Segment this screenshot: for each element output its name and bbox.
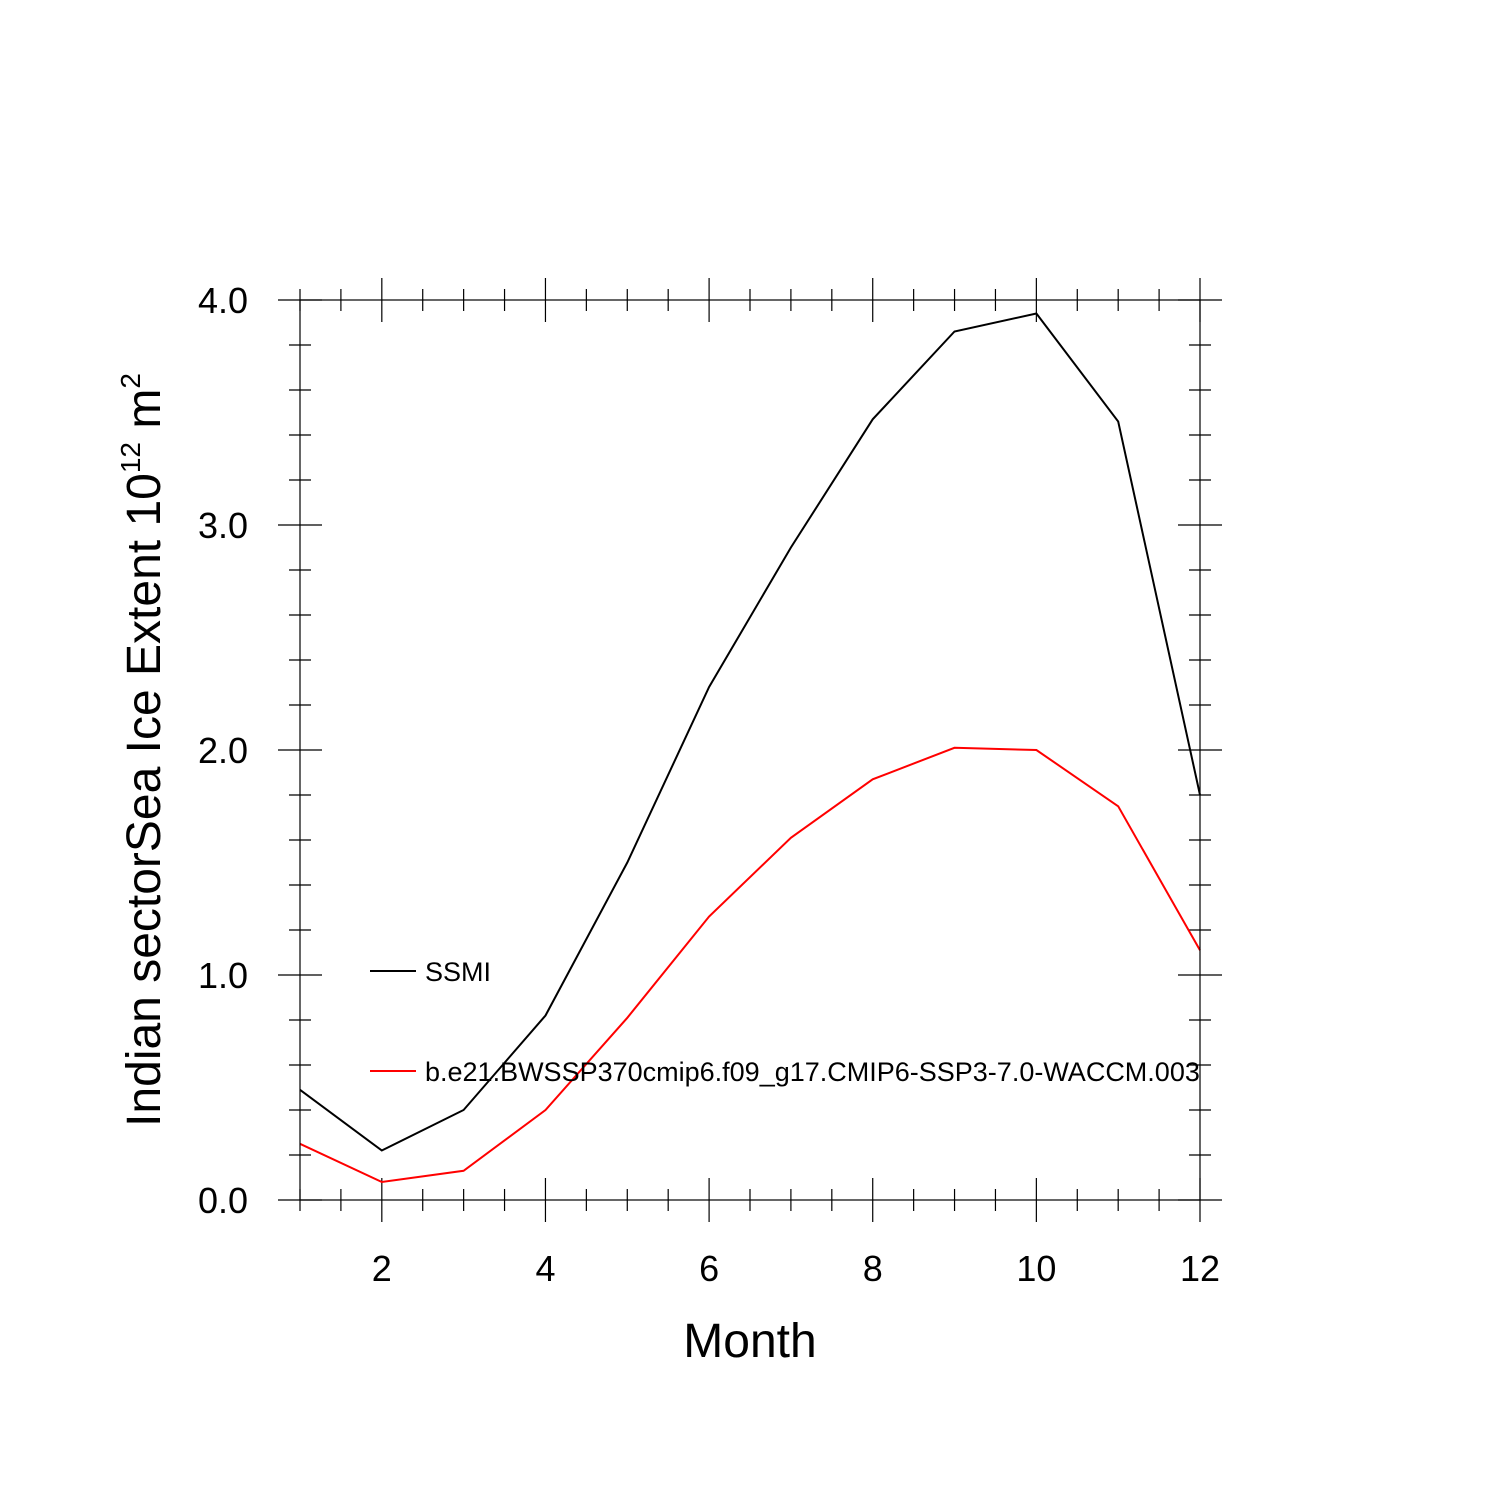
y-tick-label: 0.0 [198, 1180, 248, 1221]
y-axis-title-exponent: 12 [115, 442, 146, 473]
x-tick-label: 6 [699, 1248, 719, 1289]
x-axis-title: Month [683, 1315, 816, 1368]
y-tick-label: 2.0 [198, 730, 248, 771]
legend-label: SSMI [425, 957, 491, 987]
series-line [299, 312, 1201, 1152]
y-tick-label: 3.0 [198, 505, 248, 546]
y-axis-title-unit-exponent: 2 [115, 373, 146, 389]
y-tick-label: 1.0 [198, 955, 248, 996]
x-tick-label: 12 [1180, 1248, 1220, 1289]
series-lines [299, 312, 1201, 1184]
legend-label: b.e21.BWSSP370cmip6.f09_g17.CMIP6-SSP3-7… [425, 1057, 1200, 1087]
series-line [299, 746, 1201, 1184]
x-tick-label: 10 [1016, 1248, 1056, 1289]
y-axis-title-unit: m [118, 389, 171, 442]
y-tick-label: 4.0 [198, 280, 248, 321]
x-tick-label: 4 [535, 1248, 555, 1289]
plot-frame [299, 299, 1201, 1201]
x-tick-label: 8 [863, 1248, 883, 1289]
y-axis-title: Indian sectorSea Ice Extent 1012 m2 [115, 373, 171, 1127]
legend: SSMI b.e21.BWSSP370cmip6.f09_g17.CMIP6-SS… [370, 957, 1200, 1087]
x-tick-label: 2 [372, 1248, 392, 1289]
tick-labels: 2 4 6 8 10 12 0.0 1.0 2.0 3.0 4.0 [198, 280, 1220, 1289]
y-axis-title-prefix: Indian sectorSea Ice Extent 10 [118, 473, 171, 1127]
